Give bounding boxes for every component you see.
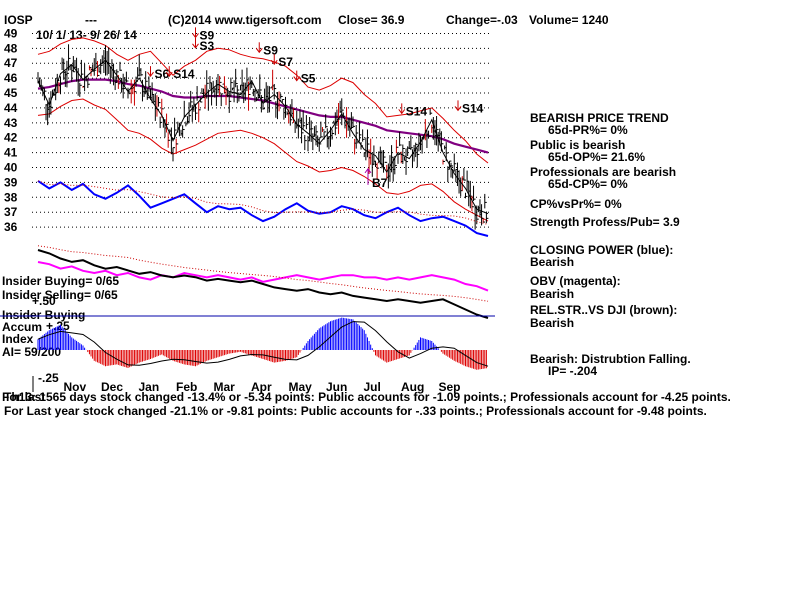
right-panel-line: REL.STR..VS DJI (brown): [530,303,677,317]
date-range: 10/ 1/ 13- 9/ 26/ 14 [36,28,137,42]
signal-label: S3 [200,39,215,53]
insider-buying-line-label: Insider Buying [2,308,85,322]
right-panel-line: CLOSING POWER (blue): [530,243,673,257]
right-panel-line: Professionals are bearish [530,165,676,179]
y-tick-label: 37 [4,205,18,219]
right-panel-line: Bearish: Distrubtion Falling. [530,352,691,366]
signal-label: B7 [372,176,388,190]
signal-label: S9 [263,43,278,57]
right-panel-line: Bearish [530,255,574,269]
y-tick-label: 47 [4,56,18,70]
signal-label: S5 [301,72,316,86]
header-source: (C)2014 www.tigersoft.com [168,13,322,27]
closing-power-ma [37,180,489,225]
y-tick-label: 38 [4,190,18,204]
y-tick-label: 42 [4,131,18,145]
x-tick-label: May [289,380,313,394]
right-panel-line: CP%vsPr%= 0% [530,197,622,211]
signal-arrowhead [192,43,199,49]
x-tick-label: Jan [139,380,160,394]
signal-arrowhead [398,109,406,115]
header-volume: Volume= 1240 [529,13,609,27]
right-panel-line: OBV (magenta): [530,274,621,288]
header-ticker: IOSP [4,13,33,27]
y-tick-label: 45 [4,86,18,100]
y-tick-label: 46 [4,71,18,85]
indicator-lines [37,180,489,319]
upper-band-line [37,37,489,164]
close-line [37,59,489,215]
header-close: Close= 36.9 [338,13,405,27]
index-label: Index [2,332,34,346]
moving-average [37,78,489,154]
footer-line2: For Last year stock changed -21.1% or -9… [4,404,707,418]
footer-line1-overlap: For last [2,390,45,404]
signal-label: S14 [173,67,195,81]
x-tick-label: Dec [101,380,123,394]
x-tick-label: Aug [401,380,424,394]
x-axis-ticks: Nov Dec Jan Feb Mar Apr May Jun Jul Aug Sep [64,380,461,394]
price-bars [37,44,489,230]
x-tick-label: Nov [64,380,87,394]
right-panel-line: 65d-PR%= 0% [548,123,628,137]
y-tick-label: 39 [4,175,18,189]
right-panel-line: BEARISH PRICE TREND [530,111,669,125]
signal-arrowhead [192,33,199,39]
x-tick-label: Sep [439,380,461,394]
ip-axis-50: +.50 [32,294,56,308]
signal-arrowhead [270,59,278,66]
signal-arrowhead [364,168,372,174]
rel-str-ma [37,245,489,302]
y-tick-label: 49 [4,26,18,40]
y-tick-label: 41 [4,146,18,160]
x-tick-label: Apr [251,380,272,394]
accum-index-bars [32,317,489,392]
y-tick-label: 40 [4,161,18,175]
moving-average-line [37,78,489,154]
right-panel-line: Bearish [530,316,574,330]
x-tick-label: Feb [176,380,197,394]
y-tick-label: 43 [4,116,18,130]
insider-buying-label: Insider Buying= 0/65 [2,274,119,288]
signal-label: S14 [462,101,484,115]
right-panel-line: IP= -.204 [548,364,597,378]
ip-axis-neg25: -.25 [38,371,59,385]
right-panel-line: Strength Profess/Pub= 3.9 [530,215,680,229]
signal-arrowhead [293,76,301,82]
right-panel-line: Bearish [530,287,574,301]
accum-ma-line [37,321,489,367]
lower-band-line [37,98,489,222]
signal-arrowhead [147,71,154,77]
footer-line1: Th13: 1565 days stock changed -13.4% or … [4,390,731,404]
x-tick-label: Jun [326,380,347,394]
y-tick-label: 36 [4,220,18,234]
right-panel-line: Public is bearish [530,138,625,152]
accum-label: Accum [2,320,42,334]
signal-label: S7 [278,55,293,69]
signal-label: S14 [406,104,428,118]
y-tick-label: 48 [4,41,18,55]
signal-arrowhead [255,48,263,54]
closing-power-line [37,180,489,237]
x-tick-label: Mar [214,380,236,394]
signal-label: S6 [155,67,170,81]
header-dashes: --- [85,13,97,27]
y-tick-label: 44 [4,101,18,115]
right-panel-line: 65d-CP%= 0% [548,177,628,191]
bollinger-bands [37,37,489,222]
insider-selling-label: Insider Selling= 0/65 [2,288,118,302]
right-panel-line: 65d-OP%= 21.6% [548,150,645,164]
signal-arrowhead [454,106,462,112]
obv-line [37,261,489,292]
header-change: Change=-.03 [446,13,518,27]
x-tick-label: Jul [364,380,381,394]
signal-label: S9 [200,28,215,42]
rel-str-line [37,249,489,319]
signal-arrowhead [165,71,173,77]
